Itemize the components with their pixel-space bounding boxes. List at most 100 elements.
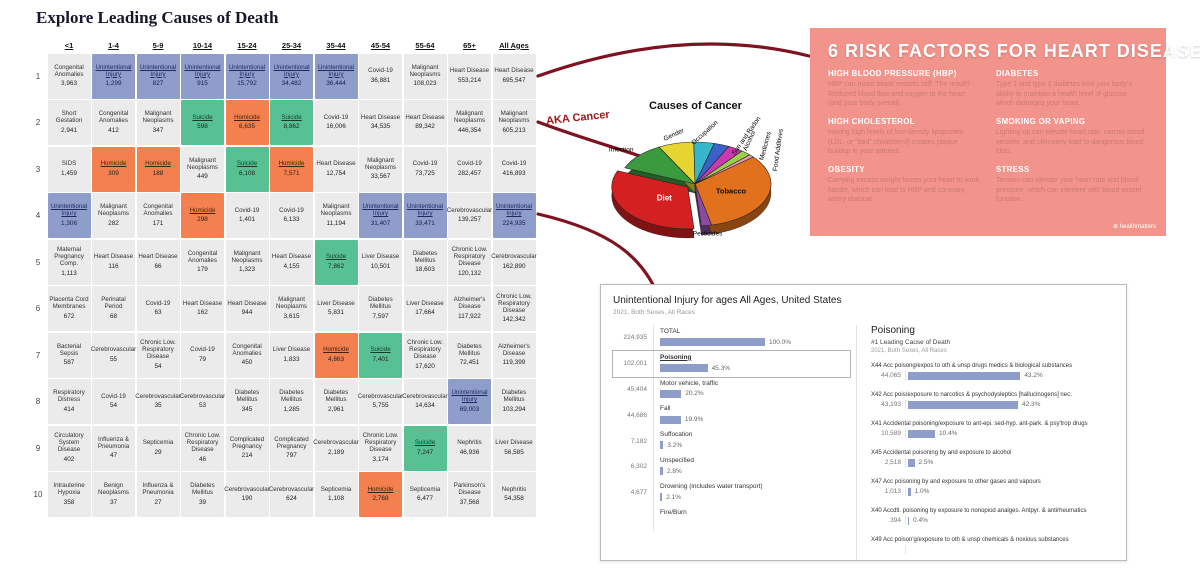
cause-cell: Chronic Low. Respiratory Disease 17,620: [403, 332, 447, 378]
mechanism-row[interactable]: 45,404 Motor vehicle, traffic 20.2%: [613, 376, 850, 403]
age-column-header[interactable]: 5-9: [152, 40, 164, 50]
mechanism-main: Motor vehicle, traffic 20.2%: [653, 376, 850, 403]
cause-cell[interactable]: Unintentional Injury 31,407: [359, 193, 402, 238]
poisoning-bar-track: 2.5%: [905, 458, 1114, 467]
age-column-header[interactable]: 45-54: [370, 40, 391, 50]
poisoning-row[interactable]: X40 Accdtl. poisoning by exposure to non…: [871, 508, 1114, 525]
cause-cell[interactable]: Suicide 7,247: [403, 425, 447, 471]
cause-cell: Liver Disease 5,831: [314, 286, 358, 331]
age-column-header[interactable]: 65+: [463, 40, 476, 50]
cause-value: 33,567: [370, 173, 391, 181]
mechanism-row[interactable]: 7,182 Suffocation 3.2%: [613, 428, 850, 454]
cause-cell[interactable]: Suicide 6,108: [225, 146, 269, 192]
rank-label: 2: [35, 118, 41, 127]
cause-label: Influenza & Pneumonia: [142, 482, 174, 497]
age-column-header[interactable]: All Ages: [499, 40, 529, 50]
mechanism-row[interactable]: 44,686 Fall 19.9%: [613, 402, 850, 429]
cause-cell: Diabetes Mellitus 345: [225, 379, 269, 424]
mechanism-row[interactable]: Fire/Burn: [613, 505, 850, 532]
cause-cell[interactable]: Unintentional Injury 33,471: [403, 193, 447, 238]
cause-cell[interactable]: Homicide 7,571: [270, 146, 313, 192]
cause-value: 34,482: [281, 80, 302, 88]
age-column-header[interactable]: 1-4: [108, 40, 119, 50]
age-column-header[interactable]: 25-34: [281, 40, 302, 50]
rank-label: 8: [35, 397, 41, 406]
pie-slice-tobacco[interactable]: [694, 156, 772, 226]
cause-cell[interactable]: Unintentional Injury 1,299: [92, 53, 135, 99]
cause-cell: Heart Disease 4,155: [270, 239, 313, 285]
poisoning-bar-line: 44,065 43.2%: [871, 371, 1114, 380]
cause-cell[interactable]: Unintentional Injury 36,444: [314, 53, 358, 99]
cause-cell[interactable]: Unintentional Injury 1,306: [47, 193, 91, 238]
cause-cell[interactable]: Homicide 298: [181, 193, 224, 238]
mechanism-row[interactable]: 6,302 Unspecified 2.8%: [613, 453, 850, 480]
cause-label: Liver Disease: [317, 299, 355, 307]
cause-label: Parkinson's Disease: [453, 482, 486, 497]
cause-label: Perinatal Period: [101, 296, 126, 311]
cause-value: 37,568: [459, 498, 480, 506]
risk-factors-panel: 6 RISK FACTORS FOR HEART DISEASE HIGH BL…: [810, 28, 1200, 236]
cause-cell[interactable]: Unintentional Injury 69,003: [448, 379, 491, 424]
cause-value: 5,755: [372, 402, 389, 410]
cause-value: 7,401: [372, 355, 389, 363]
rank-label: 4: [35, 211, 41, 220]
mechanism-bar-line: 2.8%: [660, 467, 850, 476]
cause-cell: Chronic Low. Respiratory Disease 54: [136, 332, 180, 378]
cause-cell[interactable]: Homicide 188: [136, 146, 180, 192]
cause-cell[interactable]: Unintentional Injury 915: [181, 53, 224, 99]
poisoning-row[interactable]: X47 Acc poisoning by and exposure to oth…: [871, 479, 1114, 496]
cause-label: Malignant Neoplasms: [320, 203, 352, 218]
age-column-header[interactable]: 10-14: [192, 40, 213, 50]
cause-label: SIDS: [61, 160, 77, 168]
poisoning-row[interactable]: X42 Acc pois/exposure to narcotics & psy…: [871, 392, 1114, 409]
mechanism-row[interactable]: 224,935 TOTAL 100.0%: [613, 325, 850, 351]
age-column-header[interactable]: <1: [64, 40, 74, 50]
age-column-header[interactable]: 35-44: [326, 40, 346, 50]
cause-cell: Covid-19 6,133: [270, 193, 313, 238]
age-column-header[interactable]: 55-64: [415, 40, 435, 50]
cause-cell[interactable]: Homicide 309: [92, 146, 135, 192]
cause-cell[interactable]: Homicide 6,635: [225, 100, 269, 145]
cause-cell[interactable]: Unintentional Injury 827: [136, 53, 180, 99]
cause-value: 53: [198, 402, 207, 410]
cause-label: Benign Neoplasms: [98, 482, 129, 497]
cause-cell[interactable]: Homicide 2,768: [359, 472, 402, 517]
injury-panel-title: Unintentional Injury for ages All Ages, …: [613, 295, 842, 306]
poisoning-row[interactable]: X49 Acc poison'g/exposure to oth & unsp …: [871, 537, 1114, 554]
poisoning-pct: 0.4%: [913, 517, 928, 524]
mechanism-row[interactable]: 102,001 Poisoning 45.3%: [612, 349, 851, 378]
risk-factor-section: OBESITY Carrying excess weight forces you…: [828, 165, 980, 205]
cause-value: 797: [286, 452, 297, 460]
cause-label: Heart Disease: [138, 253, 178, 261]
cause-cell[interactable]: Suicide 7,862: [314, 239, 358, 285]
age-column-header[interactable]: 15-24: [237, 40, 257, 50]
cause-label: Chronic Low. Respiratory Disease: [184, 432, 221, 454]
cause-cell: Congenital Anomalies 3,963: [47, 53, 91, 99]
cause-cell[interactable]: Unintentional Injury 15,792: [225, 53, 269, 99]
cause-value: 2,941: [61, 126, 77, 134]
cause-cell[interactable]: Unintentional Injury 34,482: [270, 53, 313, 99]
pie-slice-diet[interactable]: [611, 170, 695, 230]
cause-value: 915: [197, 80, 208, 88]
cause-cell[interactable]: Suicide 7,401: [359, 332, 402, 378]
cause-cell: Heart Disease 66: [136, 239, 180, 285]
cause-cell: Cerebrovascular 162,890: [491, 239, 537, 285]
poisoning-row[interactable]: X41 Accidental poisoning/exposure to ant…: [871, 421, 1114, 438]
cause-cell[interactable]: Suicide 598: [181, 100, 224, 145]
pie-slice-food-additives[interactable]: [694, 154, 754, 185]
mechanism-row[interactable]: 4,677 Drowning (includes water transport)…: [613, 479, 850, 506]
poisoning-row[interactable]: X44 Acc poisong/expos to oth & unsp drug…: [871, 363, 1114, 380]
cause-cell: Parkinson's Disease 37,568: [448, 472, 491, 517]
risk-column-left: HIGH BLOOD PRESSURE (HBP) HBP can make bl…: [828, 69, 980, 213]
cause-cell[interactable]: Unintentional Injury 224,935: [492, 193, 536, 238]
cause-cell[interactable]: Homicide 4,863: [314, 332, 358, 378]
injury-panel-subtitle: 2021, Both Sexes, All Races: [613, 309, 696, 316]
cause-value: 446,354: [457, 126, 482, 134]
cause-cell: Chronic Low. Respiratory Disease 120,132: [448, 239, 491, 285]
cause-value: 17,664: [415, 309, 435, 317]
cause-value: 31,407: [370, 219, 391, 227]
pie-slice-pesticides[interactable]: [694, 183, 713, 227]
cause-cell: Alzheimer's Disease 119,399: [492, 332, 536, 378]
cause-cell[interactable]: Suicide 8,862: [270, 100, 313, 145]
poisoning-row[interactable]: X45 Accidental poisoning by and exposure…: [871, 450, 1114, 467]
